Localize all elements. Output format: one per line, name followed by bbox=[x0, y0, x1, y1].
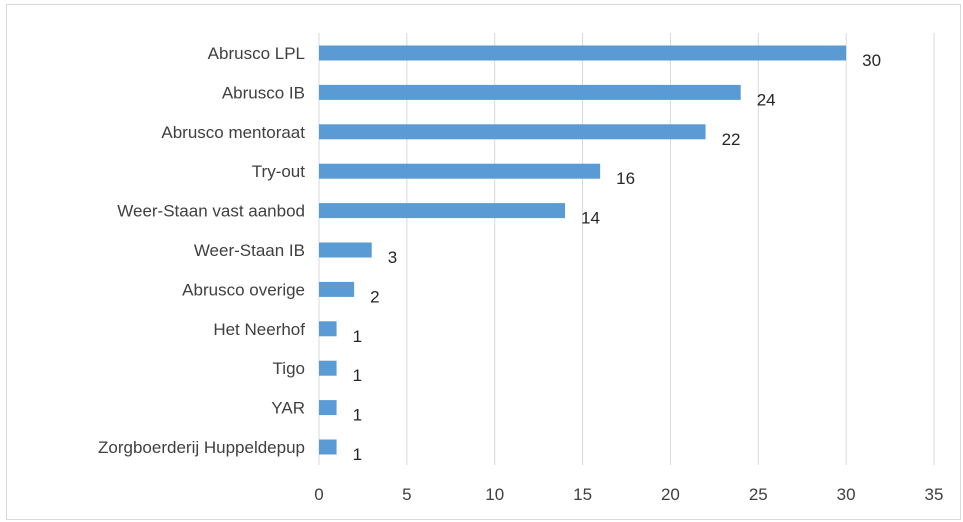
category-label: Het Neerhof bbox=[213, 320, 305, 339]
bar bbox=[319, 400, 337, 416]
x-tick-label: 5 bbox=[402, 485, 411, 504]
category-label: Zorgboerderij Huppeldepup bbox=[98, 438, 305, 457]
data-label: 1 bbox=[353, 327, 362, 346]
x-tick-label: 25 bbox=[749, 485, 768, 504]
data-label: 3 bbox=[388, 248, 397, 267]
category-label: Weer-Staan vast aanbod bbox=[117, 202, 305, 221]
data-label: 1 bbox=[353, 366, 362, 385]
data-label: 14 bbox=[581, 209, 600, 228]
bar bbox=[319, 281, 355, 297]
data-label: 30 bbox=[862, 51, 881, 70]
data-labels: 30 24 22 16 14 3 2 1 1 1 1 bbox=[353, 51, 881, 464]
data-label: 22 bbox=[722, 130, 741, 149]
category-label: Abrusco mentoraat bbox=[161, 123, 305, 142]
category-label: YAR bbox=[271, 399, 305, 418]
bar bbox=[319, 439, 337, 455]
x-tick-label: 0 bbox=[314, 485, 323, 504]
data-label: 16 bbox=[616, 169, 635, 188]
bar bbox=[319, 360, 337, 376]
category-label: Abrusco LPL bbox=[208, 44, 305, 63]
x-tick-label: 35 bbox=[925, 485, 944, 504]
bar bbox=[319, 45, 847, 61]
category-label: Try-out bbox=[252, 162, 305, 181]
x-tick-label: 10 bbox=[485, 485, 504, 504]
category-label: Weer-Staan IB bbox=[194, 241, 305, 260]
data-label: 2 bbox=[370, 287, 379, 306]
bar bbox=[319, 124, 706, 140]
x-tick-label: 30 bbox=[837, 485, 856, 504]
category-label: Tigo bbox=[273, 359, 305, 378]
category-label: Abrusco IB bbox=[222, 83, 305, 102]
bar bbox=[319, 321, 337, 337]
category-labels: Abrusco LPL Abrusco IB Abrusco mentoraat Tr… bbox=[98, 44, 305, 457]
bar bbox=[319, 242, 372, 258]
x-tick-label: 20 bbox=[661, 485, 680, 504]
data-label: 24 bbox=[757, 90, 776, 109]
category-label: Abrusco overige bbox=[182, 280, 305, 299]
x-axis-tick-labels: 0 5 10 15 20 25 30 35 bbox=[314, 485, 943, 504]
bar bbox=[319, 163, 601, 179]
bar bbox=[319, 84, 741, 100]
bars bbox=[319, 45, 847, 455]
gridlines bbox=[318, 33, 935, 465]
bar bbox=[319, 203, 565, 219]
data-label: 1 bbox=[353, 406, 362, 425]
x-tick-label: 15 bbox=[573, 485, 592, 504]
data-label: 1 bbox=[353, 445, 362, 464]
